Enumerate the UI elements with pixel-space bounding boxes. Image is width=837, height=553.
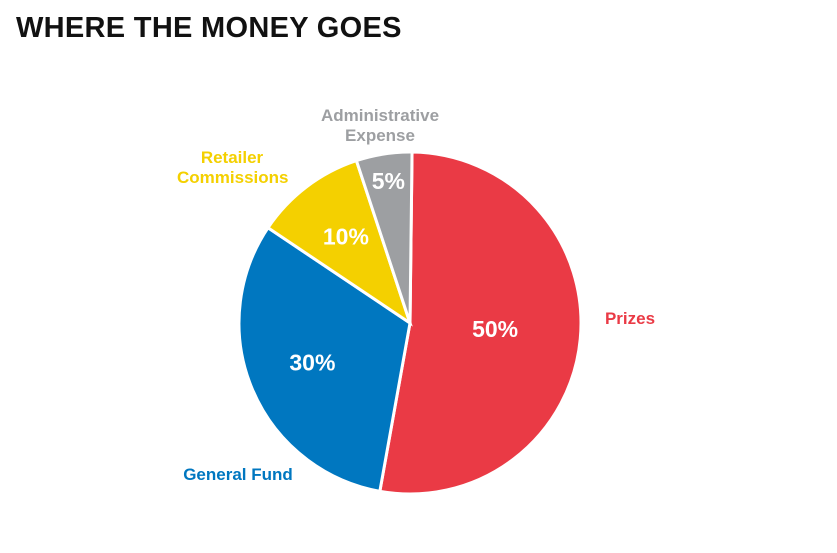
- pie-slice: [354, 150, 414, 324]
- slice-value-label: 50%: [472, 316, 518, 342]
- slice-value-label: 10%: [323, 224, 369, 250]
- category-label: General Fund: [183, 465, 293, 484]
- chart-title: WHERE THE MONEY GOES: [16, 12, 402, 44]
- category-label: Administrative Expense: [320, 106, 440, 145]
- pie-slice: [378, 150, 583, 496]
- slice-value-label: 5%: [372, 168, 405, 194]
- slice-value-label: 30%: [289, 349, 335, 375]
- category-label: Prizes: [604, 309, 656, 328]
- category-label: Retailer Commissions: [177, 148, 289, 187]
- pie-slice: [265, 158, 413, 327]
- pie-slice: [237, 225, 412, 494]
